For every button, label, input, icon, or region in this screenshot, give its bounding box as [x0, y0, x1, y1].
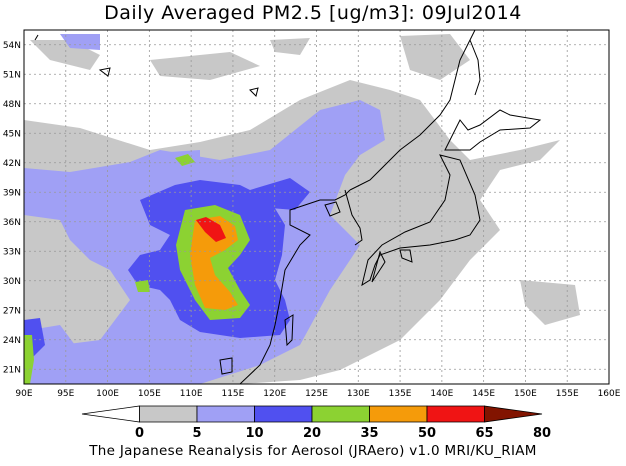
lon-label: 145E: [472, 389, 495, 399]
contour-65-80: [196, 217, 226, 242]
lon-label: 150E: [514, 389, 537, 399]
lat-label: 24N: [3, 336, 21, 346]
lon-label: 130E: [347, 389, 370, 399]
lon-label: 140E: [430, 389, 453, 399]
legend-swatch: [254, 405, 313, 423]
data-source-footer: The Japanese Reanalysis for Aerosol (JRA…: [89, 443, 537, 459]
lon-label: 135E: [389, 389, 412, 399]
map-frame: [23, 29, 610, 385]
map-title: Daily Averaged PM2.5 [ug/m3]: 09Jul2014: [104, 2, 522, 24]
contour-50-65: [190, 216, 238, 310]
lat-label: 27N: [3, 306, 21, 316]
lon-label: 160E: [598, 389, 621, 399]
legend-tick-label: 0: [135, 426, 144, 441]
lon-label: 155E: [556, 389, 579, 399]
legend-swatch: [484, 405, 543, 423]
lat-label: 42N: [3, 159, 21, 169]
lon-label: 125E: [305, 389, 328, 399]
lon-label: 105E: [138, 389, 161, 399]
legend-swatch: [426, 405, 485, 423]
lat-label: 51N: [3, 70, 21, 80]
lon-label: 110E: [180, 389, 203, 399]
lat-label: 54N: [3, 41, 21, 51]
lat-label: 36N: [3, 218, 21, 228]
lon-label: 95E: [57, 389, 74, 399]
legend-tick-label: 50: [418, 426, 436, 441]
legend-tick-label: 5: [192, 426, 201, 441]
latitude-labels: 21N 24N 27N 30N 33N 36N 39N 42N 45N 48N 51N 54N: [3, 41, 21, 376]
legend-swatch: [81, 405, 140, 423]
lat-label: 48N: [3, 100, 21, 110]
legend-swatch: [369, 405, 428, 423]
lat-lon-grid: [24, 30, 609, 384]
legend-tick-label: 65: [475, 426, 493, 441]
legend-tick-label: 80: [533, 426, 551, 441]
pm25-field: [24, 34, 580, 384]
lon-label: 90E: [15, 389, 32, 399]
lat-label: 30N: [3, 277, 21, 287]
lon-label: 115E: [221, 389, 244, 399]
lat-label: 33N: [3, 247, 21, 257]
lat-label: 39N: [3, 188, 21, 198]
lon-label: 120E: [263, 389, 286, 399]
lat-label: 21N: [3, 365, 21, 375]
lon-label: 100E: [96, 389, 119, 399]
legend-swatch: [139, 405, 198, 423]
legend-tick-label: 20: [303, 426, 321, 441]
legend-swatch: [311, 405, 370, 423]
lat-label: 45N: [3, 129, 21, 139]
legend-tick-label: 10: [245, 426, 263, 441]
coastlines: [34, 30, 542, 384]
color-legend: 0 5 10 20 35 50 65 80: [81, 405, 551, 441]
legend-swatch: [196, 405, 255, 423]
legend-tick-label: 35: [360, 426, 378, 441]
longitude-labels: 90E 95E 100E 105E 110E 115E 120E 125E 130E 135E 14…: [15, 389, 620, 399]
